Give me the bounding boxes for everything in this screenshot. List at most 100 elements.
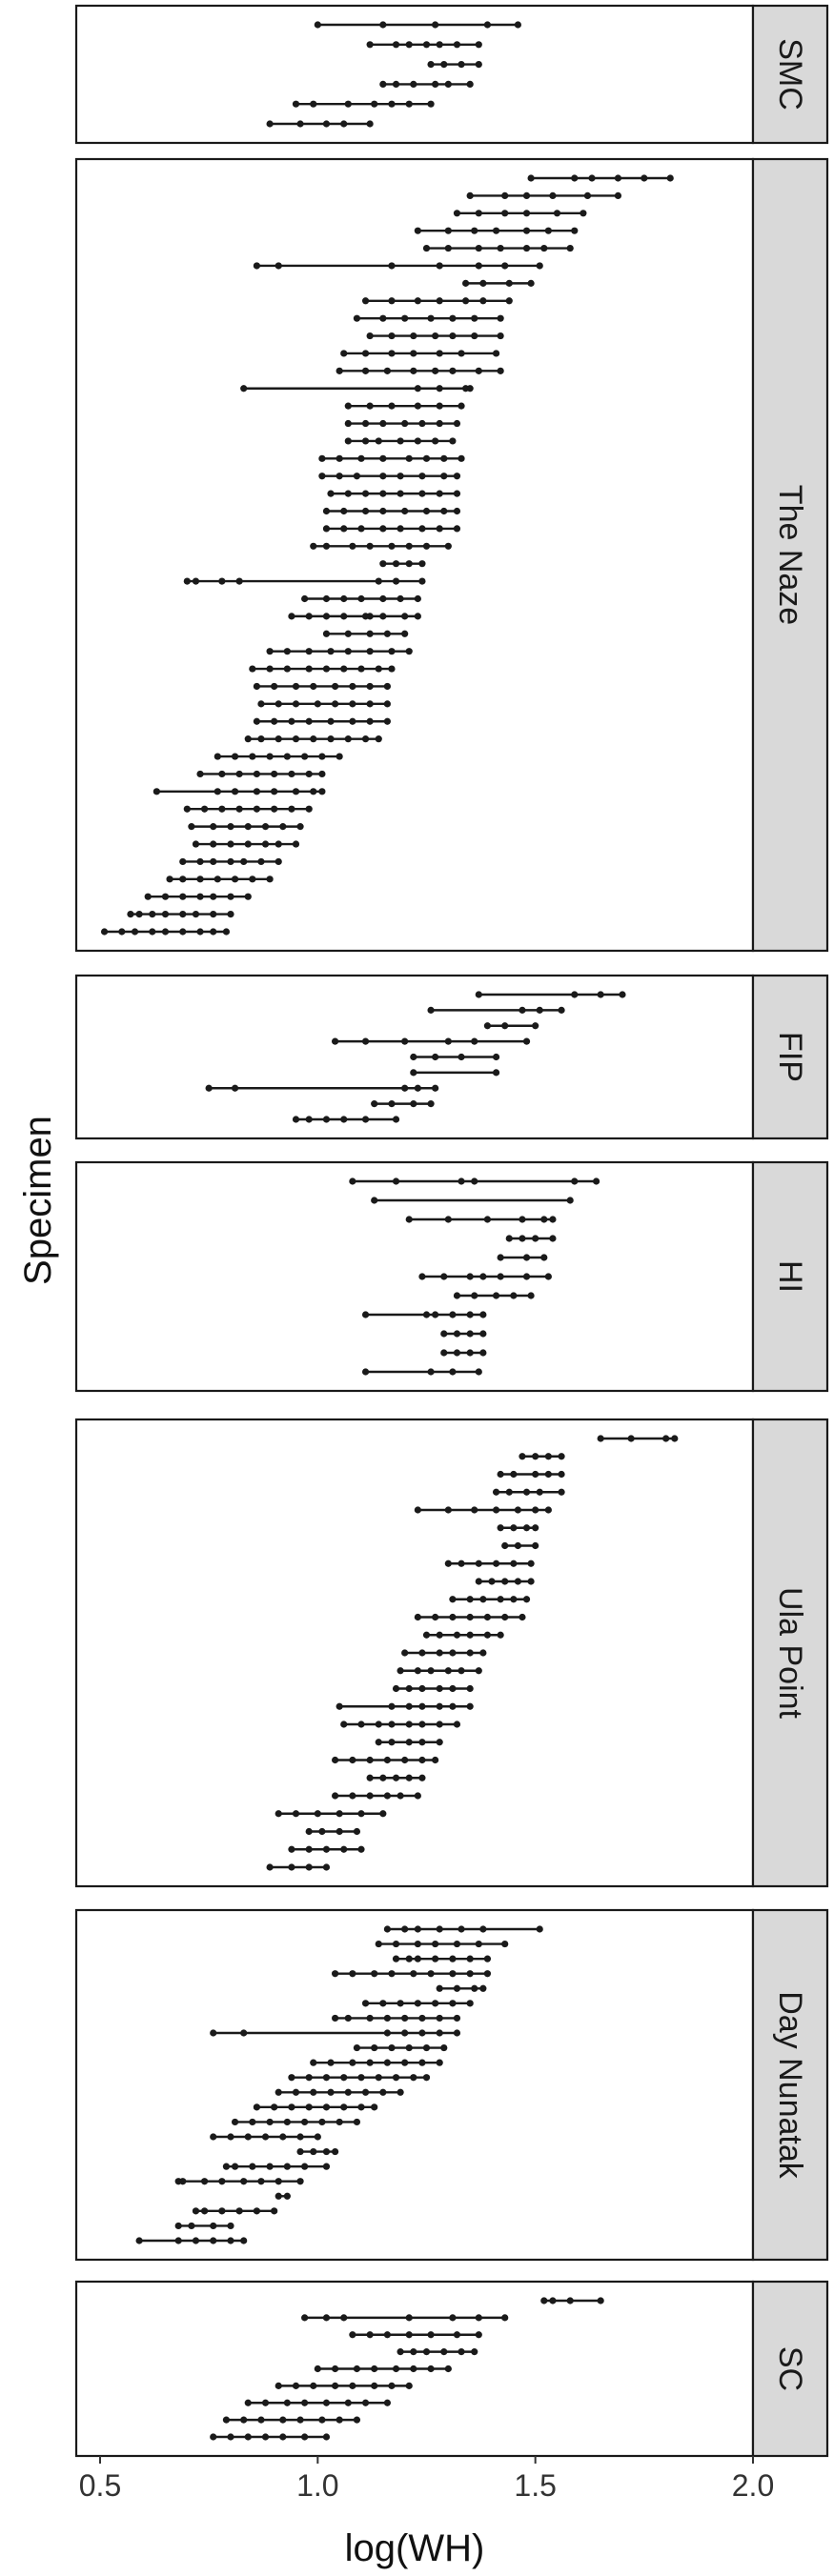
data-point [397,2000,404,2007]
data-point [379,613,387,620]
data-point [361,1116,370,1123]
data-point [532,1453,539,1460]
data-point [222,928,231,936]
data-point [532,1541,539,1550]
data-point [231,875,239,883]
data-point [432,1955,439,1962]
data-point [322,2074,331,2082]
data-point [244,823,252,831]
data-point [214,788,221,795]
data-point [519,1216,526,1223]
data-point [388,1970,396,1978]
data-point [479,1311,487,1318]
data-point [492,1292,500,1299]
data-point [210,911,217,918]
data-point [458,1667,465,1675]
data-point [427,61,435,69]
data-point [510,1524,518,1532]
data-point [305,770,313,778]
data-point [383,630,391,637]
data-point [305,2103,313,2111]
data-point [388,1739,396,1746]
data-point [388,1702,396,1710]
data-point [161,911,170,918]
data-point [501,1022,509,1030]
specimen-row [501,1541,539,1550]
specimen-row [397,2348,478,2356]
data-point [353,314,361,322]
specimen-row [462,279,535,287]
data-point [179,2178,187,2185]
data-point [571,991,579,998]
data-point [405,1702,413,1710]
data-point [366,682,374,691]
data-point [427,1667,435,1675]
data-point [266,875,274,883]
specimen-row [375,1940,509,1948]
data-point [466,191,474,199]
data-point [218,577,226,585]
data-point [366,1792,374,1800]
data-point [405,2331,413,2339]
data-point [340,2074,348,2082]
data-point [283,2163,291,2170]
data-point [361,1311,370,1318]
data-point [357,1721,365,1728]
data-point [161,893,170,900]
data-point [379,80,387,88]
data-point [288,805,295,813]
data-point [336,753,343,760]
specimen-row [336,1702,474,1710]
data-point [292,2382,300,2389]
data-point [257,700,265,708]
data-point [296,2416,304,2424]
data-point [344,2088,352,2096]
data-point [401,1084,409,1092]
specimen-row [383,1925,543,1933]
data-point [558,1470,565,1479]
data-point [532,1022,539,1030]
specimen-row [466,191,622,199]
data-point [510,1470,518,1479]
specimen-row [144,893,252,900]
specimen-row [379,560,426,568]
data-point [388,665,396,673]
data-point [135,2237,143,2244]
data-point [471,1506,478,1514]
data-point [418,2029,426,2037]
data-point [253,717,260,725]
data-point [336,1810,343,1818]
data-point [322,1863,331,1871]
specimen-row [332,1037,531,1045]
data-point [383,2331,391,2339]
data-point [458,2348,465,2356]
data-point [349,717,356,725]
data-point [540,1216,548,1223]
data-point [449,332,457,340]
data-point [375,2074,382,2082]
specimen-row [305,1827,361,1836]
data-point [466,1330,474,1338]
data-point [283,665,291,673]
data-point [183,805,191,813]
data-point [253,805,260,813]
specimen-row [196,770,326,778]
specimen-row [410,1069,500,1077]
data-point [322,507,331,515]
data-point [336,2416,343,2424]
data-point [449,1613,457,1621]
data-point [183,577,191,585]
data-point [340,507,348,515]
data-point [349,1970,356,1978]
data-point [414,1955,421,1962]
data-point [392,1116,400,1123]
data-point [322,542,331,550]
data-point [514,1578,522,1585]
data-point [397,1792,404,1800]
data-point [349,1792,356,1800]
data-point [266,120,274,128]
data-point [510,1560,518,1567]
data-point [401,630,409,637]
data-point [379,594,387,603]
data-point [432,1053,439,1061]
